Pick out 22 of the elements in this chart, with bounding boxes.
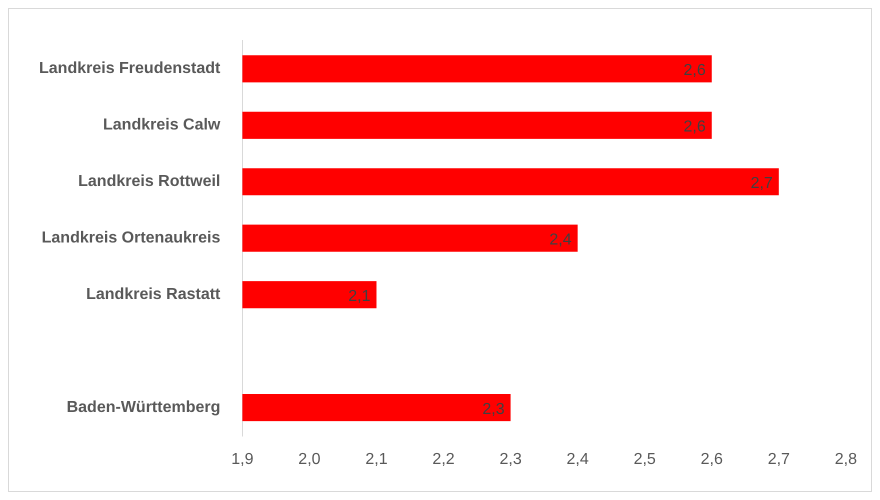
- x-tick-label: 2,5: [634, 450, 656, 468]
- x-tick-label: 2,3: [499, 450, 522, 468]
- data-label: 2,3: [482, 400, 505, 418]
- x-tick-label: 2,0: [298, 450, 321, 468]
- y-tick-label: Landkreis Rottweil: [78, 173, 220, 190]
- data-label: 2,4: [549, 232, 572, 249]
- data-label: 2,6: [684, 118, 706, 136]
- data-label: 2,1: [348, 288, 371, 306]
- x-tick-label: 2,7: [768, 450, 790, 468]
- x-tick-label: 2,8: [834, 450, 858, 468]
- data-label: 2,7: [750, 175, 773, 192]
- y-tick-label: Landkreis Freudenstadt: [39, 60, 222, 78]
- y-tick-label: Landkreis Ortenaukreis: [42, 230, 220, 247]
- x-tick-label: 2,4: [566, 450, 589, 468]
- x-tick-label: 2,2: [432, 450, 455, 468]
- x-tick-label: 2,6: [700, 450, 723, 468]
- y-tick-label: Baden-Württemberg: [66, 398, 220, 416]
- y-tick-label: Landkreis Calw: [103, 116, 221, 134]
- data-label: 2,6: [684, 62, 706, 80]
- y-tick-label: Landkreis Rastatt: [86, 286, 222, 304]
- x-tick-label: 1,9: [231, 450, 254, 468]
- x-tick-label: 2,1: [365, 450, 388, 468]
